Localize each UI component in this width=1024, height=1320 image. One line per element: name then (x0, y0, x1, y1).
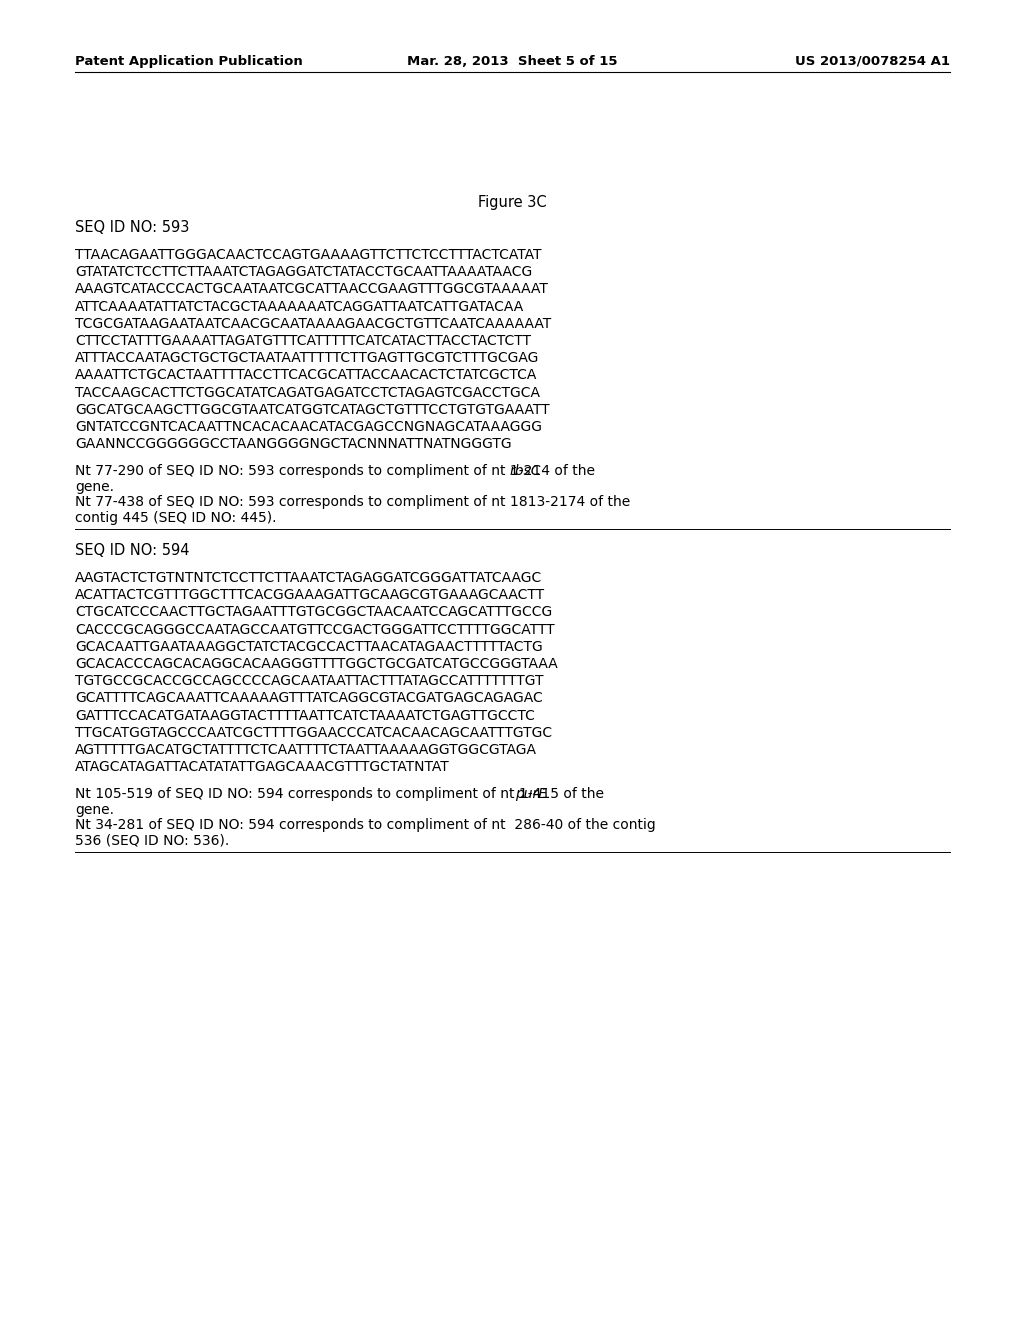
Text: Patent Application Publication: Patent Application Publication (75, 55, 303, 69)
Text: GCACAATTGAATAAAGGCTATCTACGCCACTTAACATAGAACTTTTTACTG: GCACAATTGAATAAAGGCTATCTACGCCACTTAACATAGA… (75, 640, 543, 653)
Text: ATTCAAAATATTATCTACGCTAAAAAAATCAGGATTAATCATTGATACAA: ATTCAAAATATTATCTACGCTAAAAAAATCAGGATTAATC… (75, 300, 524, 314)
Text: GTATATCTCCTTCTTAAATCTAGAGGATCTATACCTGCAATTAAAATAACG: GTATATCTCCTTCTTAAATCTAGAGGATCTATACCTGCAA… (75, 265, 532, 280)
Text: ATAGCATAGATTACATATATTGAGCAAACGTTTGCTATNTAT: ATAGCATAGATTACATATATTGAGCAAACGTTTGCTATNT… (75, 760, 450, 774)
Text: TGTGCCGCACCGCCAGCCCCAGCAATAATTACTTTATAGCCATTTTTTTGT: TGTGCCGCACCGCCAGCCCCAGCAATAATTACTTTATAGC… (75, 675, 544, 688)
Text: SEQ ID NO: 593: SEQ ID NO: 593 (75, 220, 189, 235)
Text: Nt 77-290 of SEQ ID NO: 593 corresponds to compliment of nt 1-214 of the: Nt 77-290 of SEQ ID NO: 593 corresponds … (75, 465, 599, 478)
Text: SEQ ID NO: 594: SEQ ID NO: 594 (75, 543, 189, 558)
Text: purE: purE (515, 787, 547, 801)
Text: US 2013/0078254 A1: US 2013/0078254 A1 (795, 55, 950, 69)
Text: CACCCGCAGGGCCAATAGCCAATGTTCCGACTGGGATTCCTTTTGGCATTT: CACCCGCAGGGCCAATAGCCAATGTTCCGACTGGGATTCC… (75, 623, 555, 636)
Text: GGCATGCAAGCTTGGCGTAATCATGGTCATAGCTGTTTCCTGTGTGAAATT: GGCATGCAAGCTTGGCGTAATCATGGTCATAGCTGTTTCC… (75, 403, 550, 417)
Text: GATTTCCACATGATAAGGTACTTTTAATTCATCTAAAATCTGAGTTGCCTC: GATTTCCACATGATAAGGTACTTTTAATTCATCTAAAATC… (75, 709, 535, 722)
Text: AGTTTTTGACATGCTATTTTCTCAATTTTCTAATTAAAAAGGTGGCGTAGA: AGTTTTTGACATGCTATTTTCTCAATTTTCTAATTAAAAA… (75, 743, 537, 756)
Text: 536 (SEQ ID NO: 536).: 536 (SEQ ID NO: 536). (75, 834, 229, 847)
Text: Nt 34-281 of SEQ ID NO: 594 corresponds to compliment of nt  286-40 of the conti: Nt 34-281 of SEQ ID NO: 594 corresponds … (75, 818, 655, 833)
Text: TCGCGATAAGAATAATCAACGCAATAAAAGAACGCTGTTCAATCAAAAAAT: TCGCGATAAGAATAATCAACGCAATAAAAGAACGCTGTTC… (75, 317, 551, 331)
Text: gene.: gene. (75, 480, 114, 494)
Text: contig 445 (SEQ ID NO: 445).: contig 445 (SEQ ID NO: 445). (75, 511, 276, 525)
Text: AAAATTCTGCACTAATTTTACCTTCACGCATTACCAACACTCTATCGCTCA: AAAATTCTGCACTAATTTTACCTTCACGCATTACCAACAC… (75, 368, 538, 383)
Text: GCATTTTCAGCAAATTCAAAAAGTTTATCAGGCGTACGATGAGCAGAGAC: GCATTTTCAGCAAATTCAAAAAGTTTATCAGGCGTACGAT… (75, 692, 543, 705)
Text: CTGCATCCCAACTTGCTAGAATTTGTGCGGCTAACAATCCAGCATTTGCCG: CTGCATCCCAACTTGCTAGAATTTGTGCGGCTAACAATCC… (75, 606, 552, 619)
Text: TTGCATGGTAGCCCAATCGCTTTTGGAACCCATCACAACAGCAATTTGTGC: TTGCATGGTAGCCCAATCGCTTTTGGAACCCATCACAACA… (75, 726, 552, 739)
Text: GNTATCCGNTCACAATTNCACACAACATACGAGCCNGNAGCATAAAGGG: GNTATCCGNTCACAATTNCACACAACATACGAGCCNGNAG… (75, 420, 542, 434)
Text: GAANNCCGGGGGGCCTAANGGGGNGCTACNNNATTNATNGGGTG: GAANNCCGGGGGGCCTAANGGGGNGCTACNNNATTNATNG… (75, 437, 512, 451)
Text: rbsC: rbsC (509, 465, 541, 478)
Text: Mar. 28, 2013  Sheet 5 of 15: Mar. 28, 2013 Sheet 5 of 15 (407, 55, 617, 69)
Text: gene.: gene. (75, 803, 114, 817)
Text: Nt 105-519 of SEQ ID NO: 594 corresponds to compliment of nt 1-415 of the: Nt 105-519 of SEQ ID NO: 594 corresponds… (75, 787, 608, 801)
Text: CTTCCTATTTGAAAATTAGATGTTTCATTTTTCATCATACTTACCTACTCTT: CTTCCTATTTGAAAATTAGATGTTTCATTTTTCATCATAC… (75, 334, 531, 348)
Text: ATTTACCAATAGCTGCTGCTAATAATTTTTCTTGAGTTGCGTCTTTGCGAG: ATTTACCAATAGCTGCTGCTAATAATTTTTCTTGAGTTGC… (75, 351, 540, 366)
Text: AAAGTCATACCCACTGCAATAATCGCATTAACCGAAGTTTGGCGTAAAAAT: AAAGTCATACCCACTGCAATAATCGCATTAACCGAAGTTT… (75, 282, 549, 297)
Text: Nt 77-438 of SEQ ID NO: 593 corresponds to compliment of nt 1813-2174 of the: Nt 77-438 of SEQ ID NO: 593 corresponds … (75, 495, 630, 510)
Text: Figure 3C: Figure 3C (477, 195, 547, 210)
Text: AAGTACTCTGTNTNTCTCCTTCTTAAATCTAGAGGATCGGGATTATCAAGC: AAGTACTCTGTNTNTCTCCTTCTTAAATCTAGAGGATCGG… (75, 570, 543, 585)
Text: TTAACAGAATTGGGACAACTCCAGTGAAAAGTTCTTCTCCTTTACTCATAT: TTAACAGAATTGGGACAACTCCAGTGAAAAGTTCTTCTCC… (75, 248, 542, 261)
Text: ACATTACTCGTTTGGCTTTCACGGAAAGATTGCAAGCGTGAAAGCAACTT: ACATTACTCGTTTGGCTTTCACGGAAAGATTGCAAGCGTG… (75, 589, 545, 602)
Text: GCACACCCAGCACAGGCACAAGGGTTTTGGCTGCGATCATGCCGGGTAAA: GCACACCCAGCACAGGCACAAGGGTTTTGGCTGCGATCAT… (75, 657, 558, 671)
Text: TACCAAGCACTTCTGGCATATCAGATGAGATCCTCTAGAGTCGACCTGCA: TACCAAGCACTTCTGGCATATCAGATGAGATCCTCTAGAG… (75, 385, 540, 400)
